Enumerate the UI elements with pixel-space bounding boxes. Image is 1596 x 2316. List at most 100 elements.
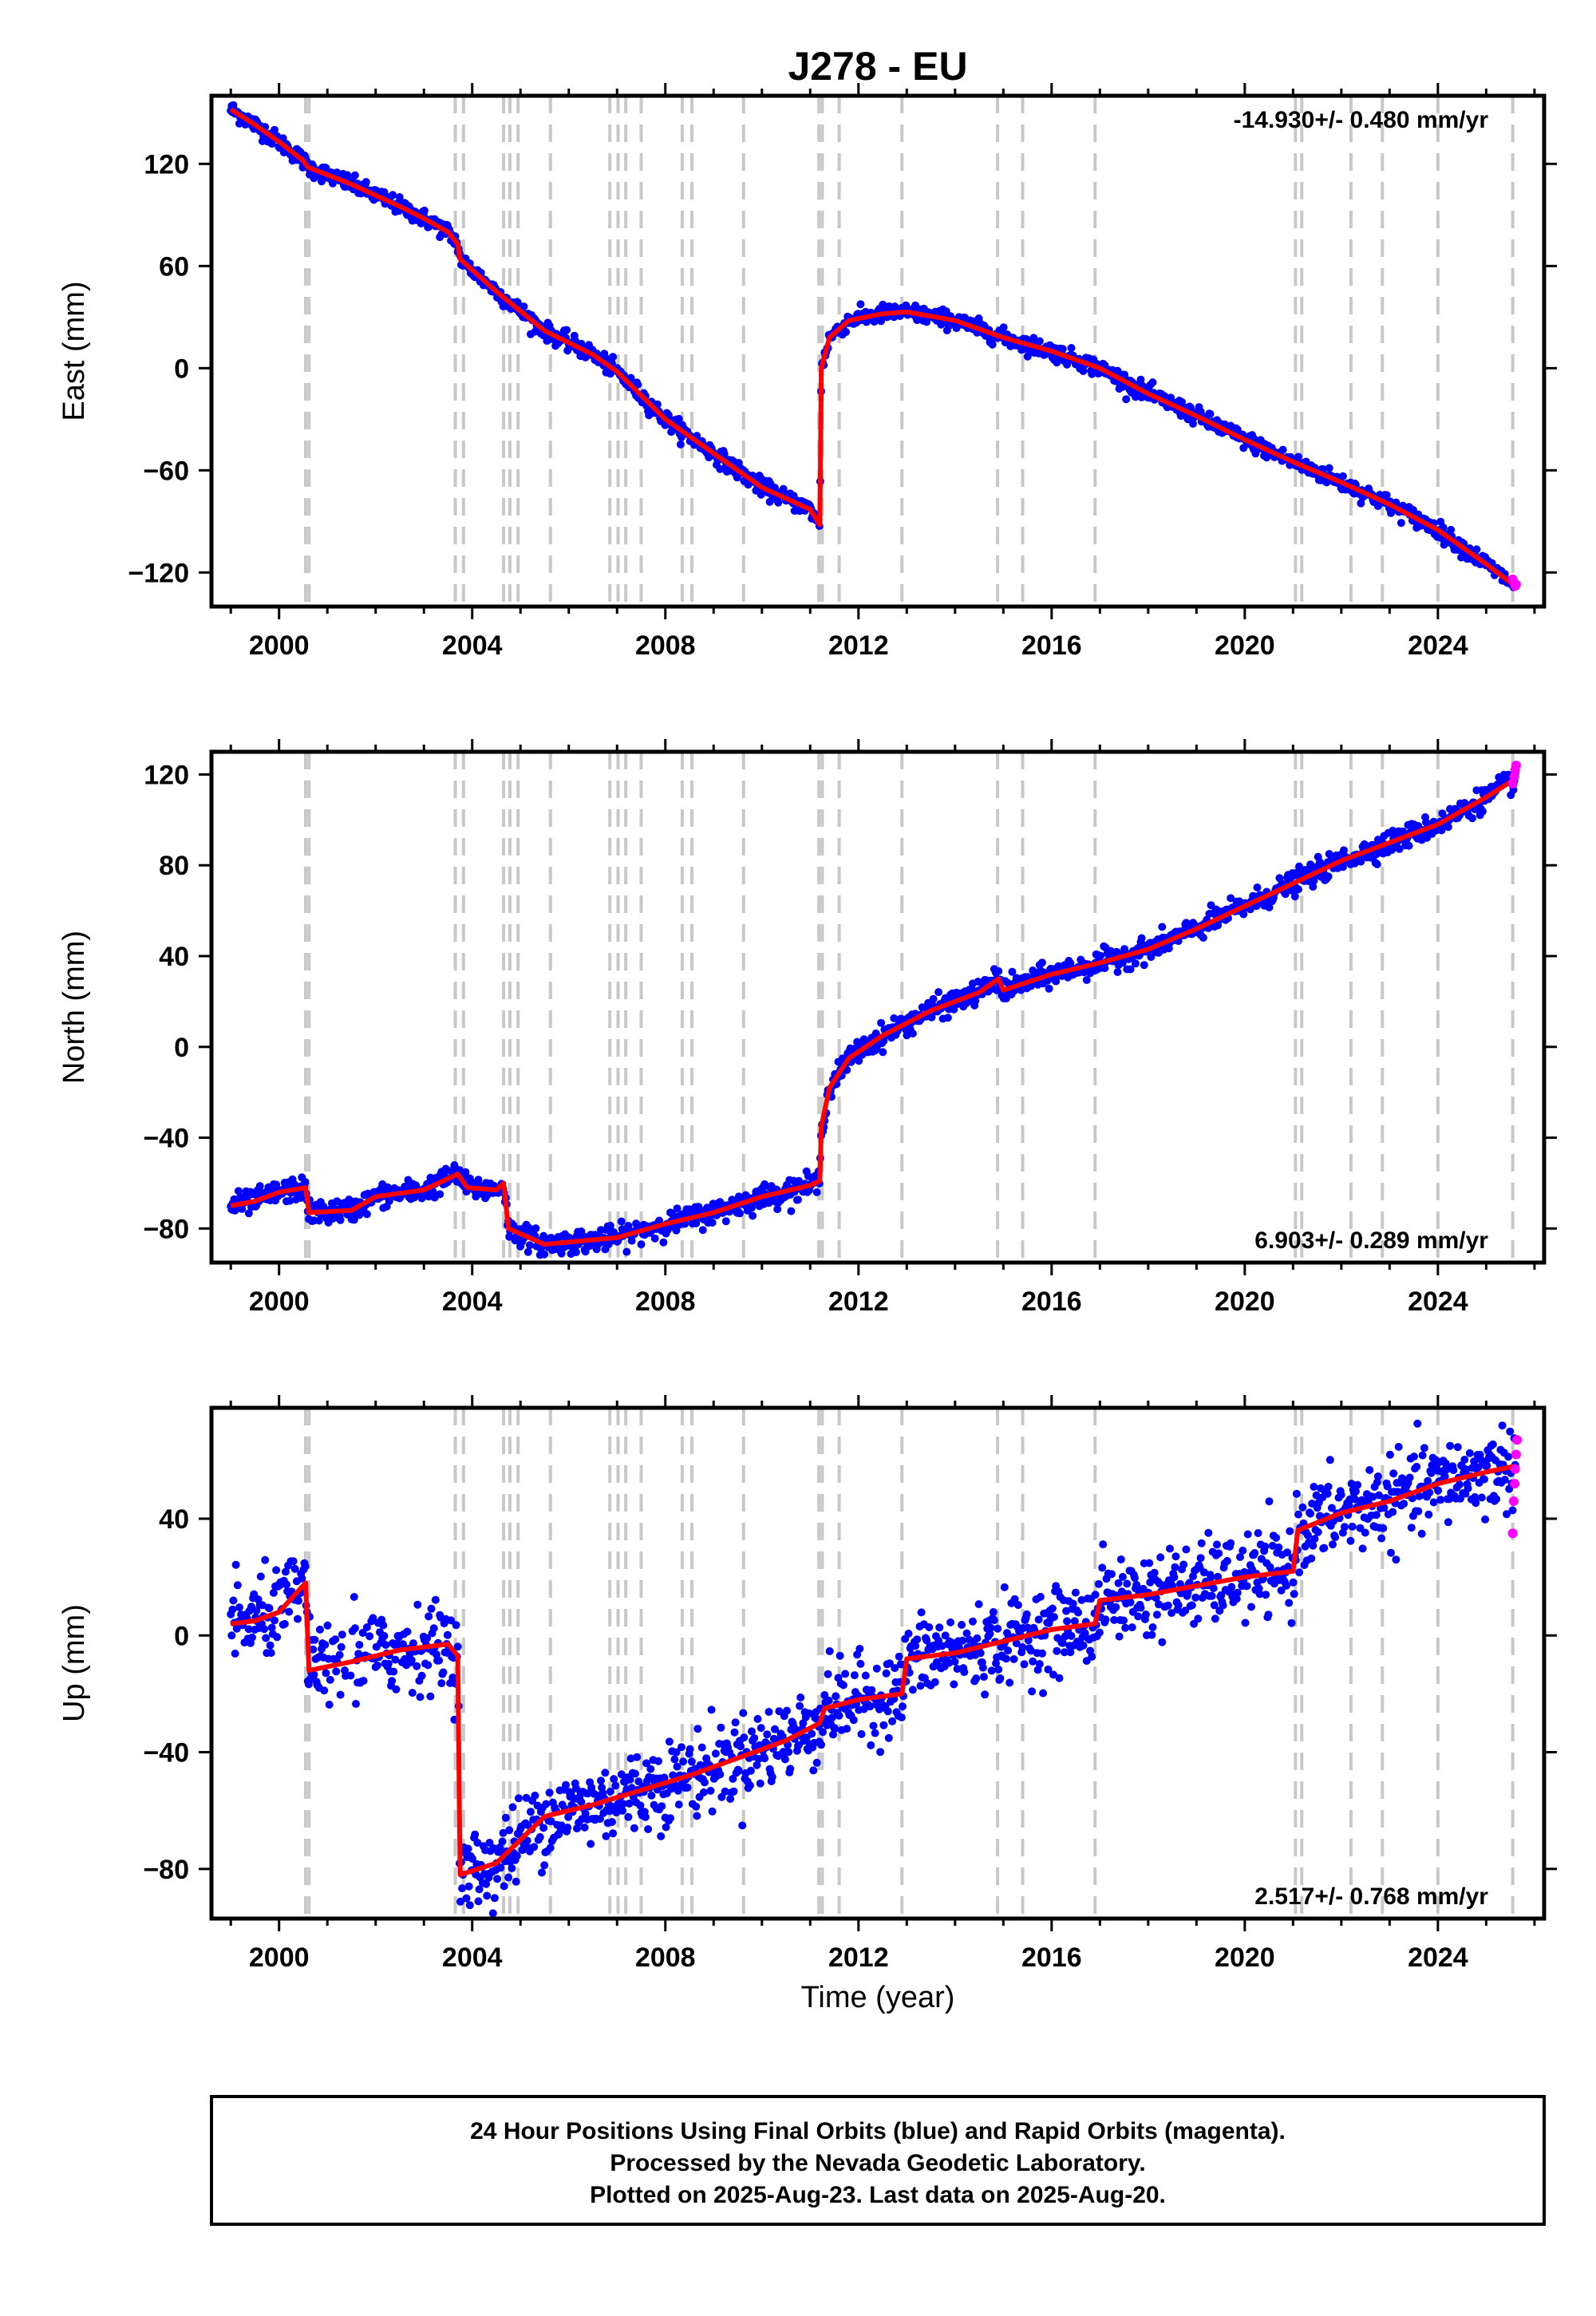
data-point	[535, 1832, 544, 1841]
data-point	[1197, 1539, 1206, 1547]
data-point	[879, 1048, 887, 1057]
data-point	[301, 1562, 310, 1571]
data-point	[1020, 1660, 1029, 1669]
data-point	[659, 1238, 668, 1247]
data-point	[1079, 367, 1088, 375]
data-point	[1215, 1549, 1223, 1558]
data-point	[986, 1623, 995, 1632]
data-point	[1460, 1456, 1469, 1464]
data-point	[764, 1708, 773, 1716]
data-point	[980, 1673, 988, 1682]
rapid-orbit-points	[1507, 1435, 1523, 1539]
data-point	[407, 1656, 416, 1665]
plot-area	[227, 1408, 1523, 1919]
data-point	[1385, 1450, 1394, 1459]
data-point	[1008, 967, 1017, 976]
data-point	[1446, 1441, 1455, 1450]
data-point	[1136, 375, 1145, 384]
data-point	[737, 1742, 745, 1751]
data-point	[413, 1662, 421, 1670]
data-point	[596, 1815, 604, 1824]
data-point	[512, 1852, 521, 1860]
data-point	[950, 1680, 958, 1689]
data-point	[384, 1659, 393, 1668]
data-point	[523, 1247, 532, 1256]
data-point	[417, 1671, 426, 1680]
data-point	[1214, 1572, 1223, 1581]
data-point	[1096, 951, 1104, 960]
data-point	[235, 1603, 243, 1612]
data-point	[753, 1714, 762, 1723]
data-point	[1150, 1568, 1159, 1577]
data-point	[1147, 953, 1156, 962]
data-point	[350, 1624, 359, 1633]
data-point	[775, 1707, 784, 1716]
data-point	[281, 1567, 290, 1576]
data-point	[716, 1770, 725, 1779]
data-point	[1455, 1480, 1464, 1489]
data-point	[1167, 1609, 1176, 1618]
data-point	[1079, 1641, 1088, 1650]
data-point	[1369, 1492, 1377, 1501]
data-point	[716, 464, 725, 473]
data-point	[1045, 984, 1053, 993]
data-point	[703, 1203, 712, 1212]
data-point	[1071, 1588, 1080, 1597]
data-point	[1508, 1506, 1517, 1515]
data-point	[424, 1661, 433, 1670]
x-tick-label: 2020	[1215, 1943, 1275, 1973]
data-point	[285, 1607, 294, 1616]
data-point	[1080, 1629, 1089, 1638]
data-point	[746, 1766, 755, 1775]
data-point	[391, 1655, 400, 1664]
data-point	[679, 1757, 688, 1766]
data-point	[1292, 1489, 1301, 1498]
data-point	[1049, 1670, 1057, 1679]
data-point	[1380, 1504, 1389, 1512]
data-point	[1116, 1555, 1125, 1563]
data-point	[1148, 1630, 1156, 1639]
data-point	[1001, 1654, 1010, 1663]
data-point	[625, 1799, 634, 1808]
data-point	[748, 1727, 756, 1736]
data-point	[545, 1788, 554, 1797]
data-point	[1170, 1573, 1179, 1582]
data-point	[1118, 1572, 1127, 1581]
data-point	[471, 1830, 480, 1839]
data-point	[1324, 872, 1333, 881]
data-point	[1100, 964, 1109, 973]
data-point	[740, 1733, 749, 1742]
data-point	[1268, 1541, 1277, 1550]
data-point	[1420, 1444, 1428, 1452]
data-point	[1028, 1687, 1037, 1696]
data-point	[331, 1635, 340, 1644]
data-point	[338, 1630, 346, 1639]
data-point	[1290, 1590, 1298, 1599]
data-point	[927, 1013, 936, 1022]
data-point	[720, 449, 729, 458]
rate-label: 2.517+/- 0.768 mm/yr	[1254, 1883, 1488, 1910]
data-point	[711, 1749, 720, 1758]
footer-line-2: Processed by the Nevada Geodetic Laborat…	[610, 2150, 1145, 2176]
data-point	[1214, 921, 1223, 930]
data-point	[456, 1897, 464, 1906]
data-point	[399, 1640, 407, 1649]
data-point	[1462, 1465, 1471, 1474]
data-point	[1310, 1535, 1319, 1543]
data-point	[665, 1737, 674, 1746]
data-point	[1295, 862, 1304, 871]
data-point	[1038, 958, 1046, 967]
final-orbit-points	[227, 101, 1519, 591]
data-point	[773, 1205, 782, 1214]
data-point	[432, 1650, 440, 1658]
data-point	[650, 1234, 659, 1243]
x-axis-label: Time (year)	[801, 1981, 955, 2014]
data-point	[262, 1634, 271, 1642]
panel-north: 2000 2004 2008 2012 2016 2020 2024−80−40040801…	[57, 739, 1557, 1317]
data-point	[1413, 1419, 1422, 1428]
data-point	[1191, 1593, 1200, 1602]
rapid-point	[1507, 1528, 1518, 1539]
data-point	[301, 1178, 310, 1186]
data-point	[676, 440, 685, 449]
x-tick-label: 2012	[828, 1943, 889, 1973]
